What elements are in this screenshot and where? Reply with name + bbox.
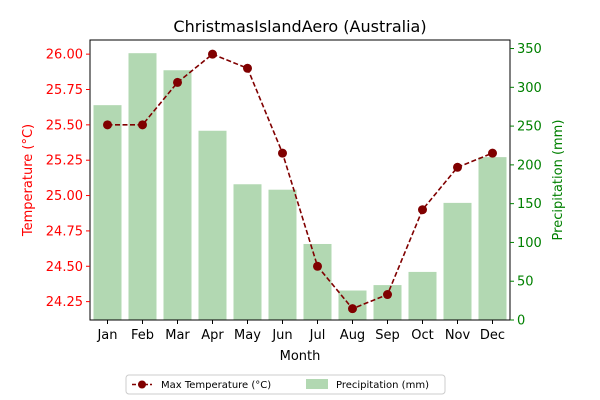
temperature-point bbox=[138, 120, 147, 130]
x-axis: Jan Feb Mar Apr May Jun Jul Aug Sep Oct Nov Dec bbox=[96, 320, 505, 343]
right-tick-label: 50 bbox=[517, 275, 534, 290]
temperature-line bbox=[107, 53, 493, 310]
right-tick-label: 0 bbox=[517, 314, 525, 329]
chart-title: ChristmasIslandAero (Australia) bbox=[173, 17, 426, 36]
x-tick-label: Nov bbox=[445, 328, 471, 343]
legend-label-temperature: Max Temperature (°C) bbox=[161, 380, 271, 391]
legend-label-precipitation: Precipitation (mm) bbox=[336, 380, 429, 391]
right-tick-label: 150 bbox=[517, 197, 542, 212]
x-tick-label: Aug bbox=[340, 328, 365, 343]
temperature-point bbox=[278, 148, 287, 158]
temperature-point bbox=[313, 261, 322, 271]
temperature-point bbox=[243, 63, 252, 73]
bar bbox=[233, 184, 262, 320]
legend-marker-swatch bbox=[138, 380, 146, 389]
left-tick-label: 25.50 bbox=[46, 118, 83, 133]
left-tick-label: 24.25 bbox=[46, 295, 83, 310]
x-tick-label: Jun bbox=[271, 328, 292, 343]
left-tick-label: 25.75 bbox=[46, 83, 83, 98]
temperature-point bbox=[418, 205, 427, 215]
right-tick-label: 250 bbox=[517, 120, 542, 135]
legend-bar-swatch bbox=[306, 379, 328, 389]
temperature-point bbox=[103, 120, 112, 130]
x-tick-label: Sep bbox=[375, 328, 400, 343]
left-tick-label: 24.50 bbox=[46, 260, 83, 275]
left-tick-label: 25.25 bbox=[46, 154, 83, 169]
left-tick-label: 25.00 bbox=[46, 189, 83, 204]
x-axis-label: Month bbox=[280, 349, 321, 364]
right-axis-label: Precipitation (mm) bbox=[551, 120, 566, 241]
x-tick-label: Feb bbox=[131, 328, 154, 343]
right-axis: 0 50 100 150 200 250 300 350 bbox=[510, 42, 542, 329]
bar bbox=[128, 53, 157, 320]
left-tick-label: 24.75 bbox=[46, 224, 83, 239]
right-tick-label: 350 bbox=[517, 42, 542, 57]
right-tick-label: 100 bbox=[517, 236, 542, 251]
bar bbox=[268, 189, 297, 320]
temperature-point bbox=[383, 290, 392, 300]
x-tick-label: May bbox=[234, 328, 261, 343]
left-axis-label: Temperature (°C) bbox=[21, 124, 36, 237]
line-layer bbox=[103, 49, 497, 314]
bar bbox=[163, 70, 192, 321]
bar bbox=[198, 130, 227, 320]
left-tick-label: 26.00 bbox=[46, 48, 83, 63]
bar bbox=[93, 105, 122, 321]
legend-frame bbox=[125, 374, 446, 395]
x-tick-label: Mar bbox=[165, 328, 190, 343]
bar bbox=[478, 157, 507, 320]
left-axis: 24.25 24.50 24.75 25.00 25.25 25.50 25.75 26.00 bbox=[46, 48, 90, 310]
x-tick-label: Jul bbox=[309, 328, 326, 343]
right-tick-label: 200 bbox=[517, 158, 542, 173]
bar bbox=[303, 243, 332, 320]
temperature-point bbox=[488, 148, 497, 158]
bar bbox=[443, 202, 472, 320]
temperature-point bbox=[208, 49, 217, 59]
x-tick-label: Apr bbox=[201, 328, 224, 343]
temperature-point bbox=[173, 77, 182, 87]
bar bbox=[408, 271, 437, 320]
plot-frame bbox=[89, 39, 511, 321]
temperature-point bbox=[453, 162, 462, 172]
legend: Max Temperature (°C) Precipitation (mm) bbox=[125, 374, 446, 395]
temperature-point bbox=[348, 304, 357, 314]
x-tick-label: Jan bbox=[96, 328, 117, 343]
x-tick-label: Dec bbox=[480, 328, 505, 343]
x-tick-label: Oct bbox=[411, 328, 433, 343]
right-tick-label: 300 bbox=[517, 81, 542, 96]
bars-layer bbox=[93, 53, 507, 321]
